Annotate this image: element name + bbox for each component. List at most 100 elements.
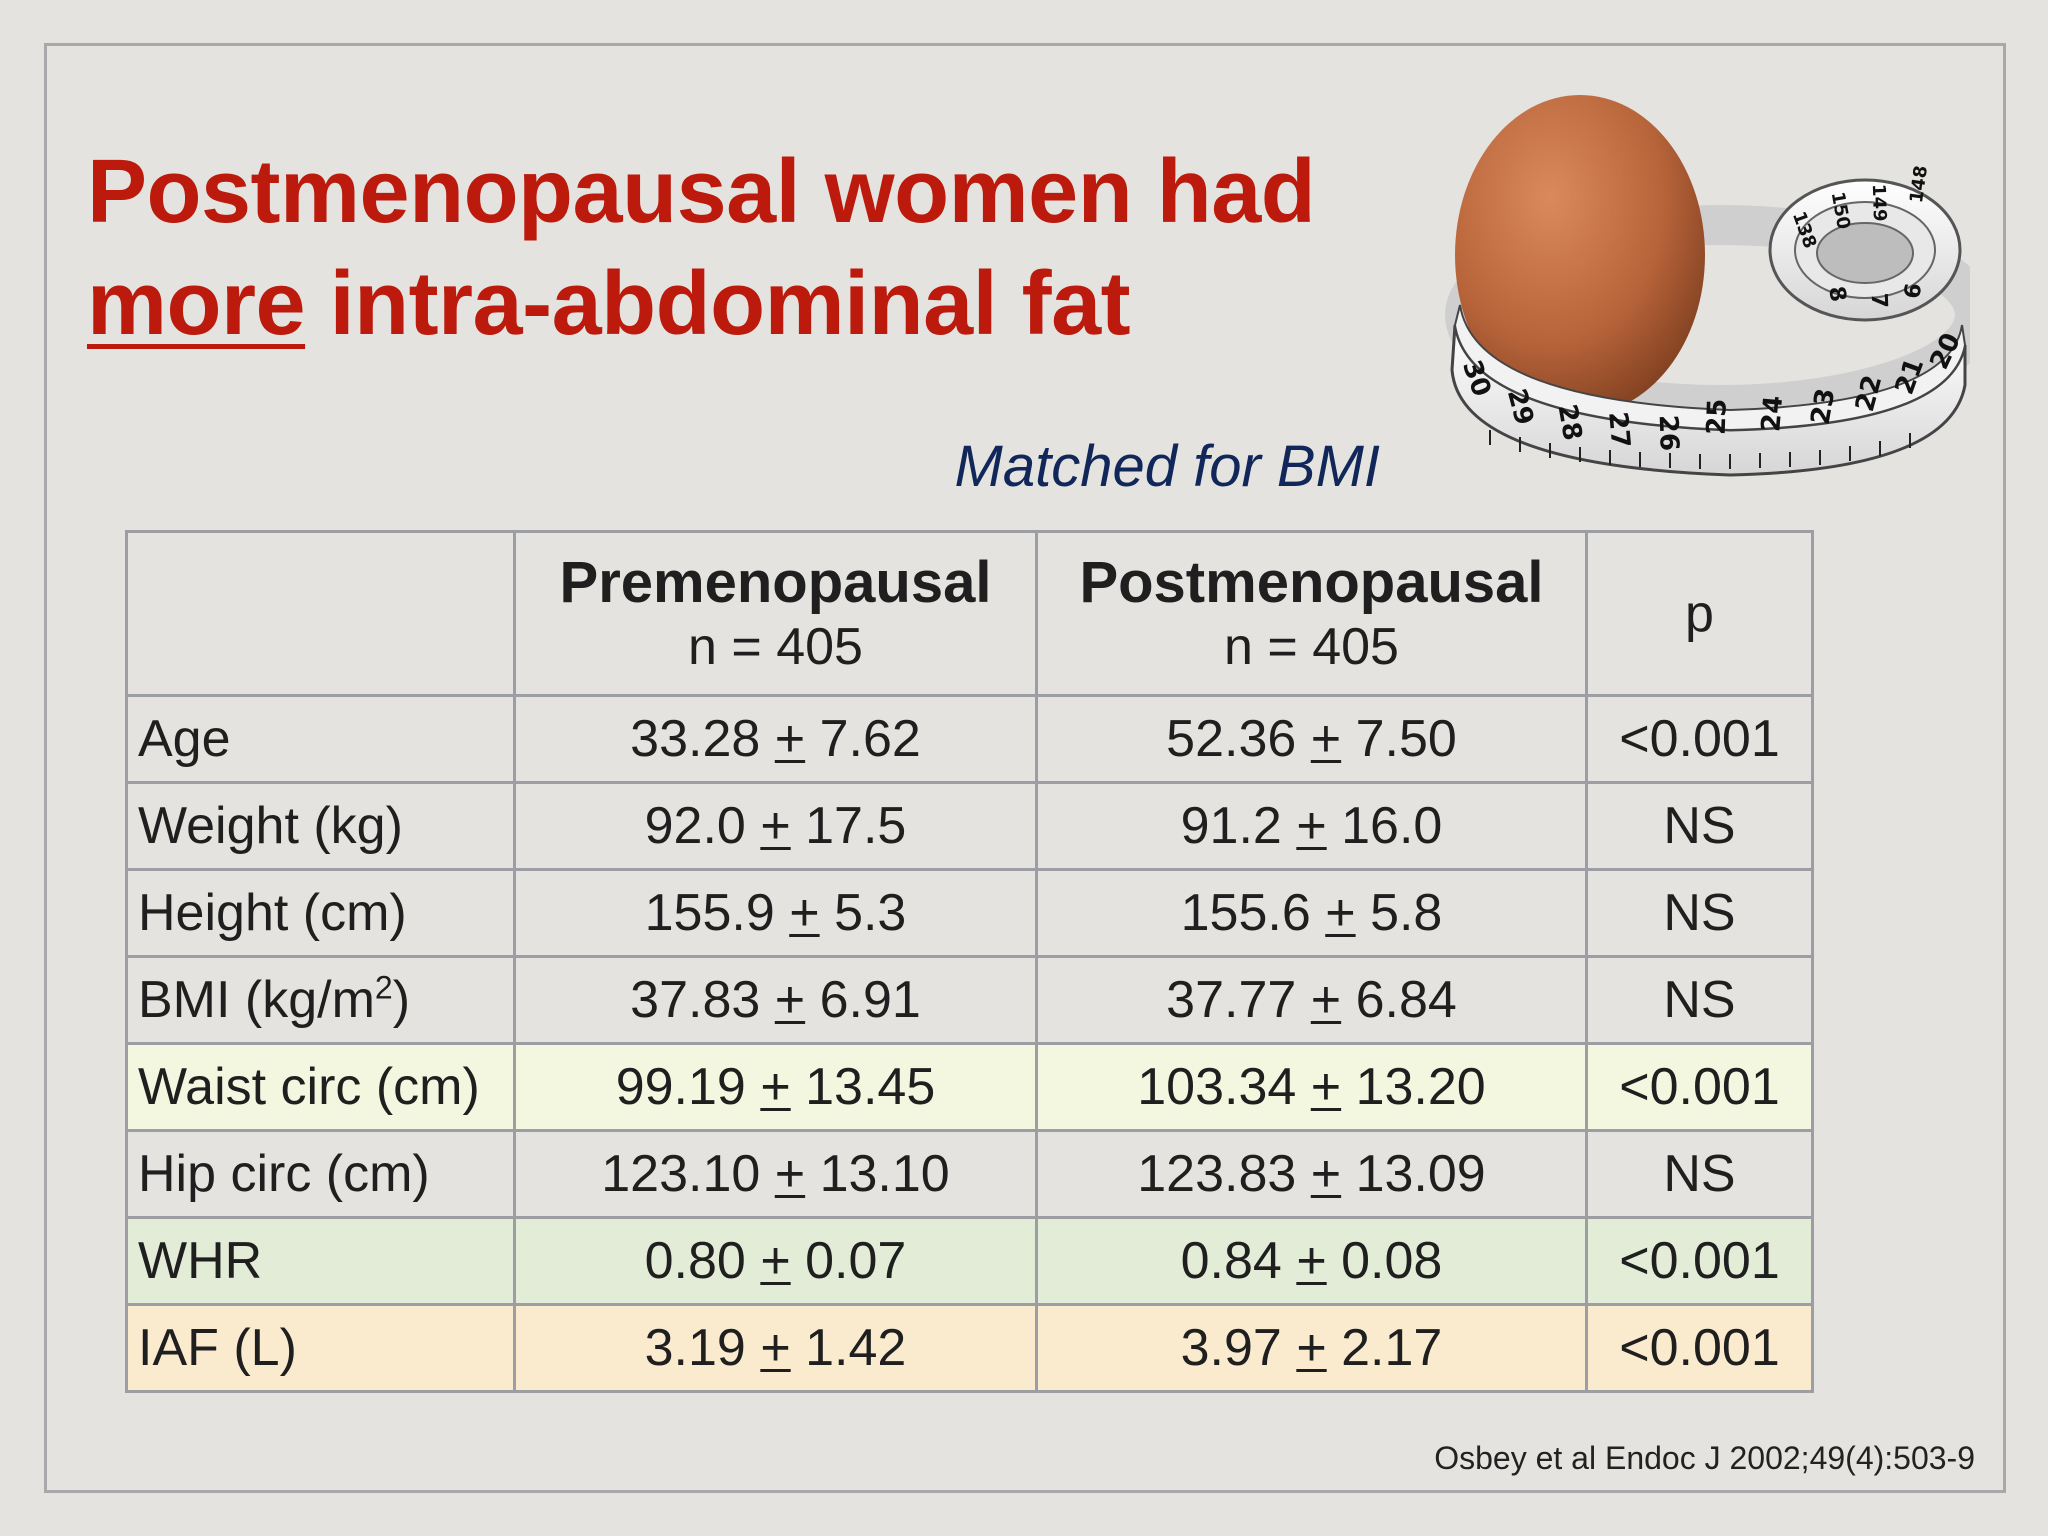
plus-minus-symbol: + [789, 884, 820, 942]
tape-number-26: 26 [1653, 414, 1684, 451]
title-line-1: Postmenopausal women had [87, 142, 1316, 242]
table-header-row: Premenopausal n = 405 Postmenopausal n =… [125, 530, 1814, 697]
premenopausal-value: 155.9 + 5.3 [513, 868, 1038, 958]
pre-mean: 99.19 [615, 1058, 746, 1116]
row-label: Weight (kg) [125, 781, 516, 871]
tape-number-148: 148 [1906, 164, 1932, 204]
row-label-text: Weight (kg) [138, 797, 403, 855]
postmenopausal-value: 3.97 + 2.17 [1035, 1303, 1588, 1393]
plus-minus-symbol: + [774, 971, 806, 1029]
post-sd: 0.08 [1341, 1232, 1443, 1290]
post-sd: 16.0 [1341, 797, 1443, 855]
row-label-text: Hip circ (cm) [138, 1145, 430, 1203]
header-p-value: p [1585, 530, 1814, 697]
row-label: Waist circ (cm) [125, 1042, 516, 1132]
tape-number-24: 24 [1756, 394, 1789, 433]
p-value: <0.001 [1585, 1303, 1814, 1393]
table-row: BMI (kg/m2) 37.83 + 6.91 37.77 + 6.84 NS [125, 955, 1814, 1045]
p-value: NS [1585, 955, 1814, 1045]
pre-mean: 3.19 [644, 1319, 746, 1377]
plus-minus-symbol: + [1310, 1058, 1342, 1116]
pre-sd: 0.07 [805, 1232, 907, 1290]
plus-minus-symbol: + [1296, 1232, 1327, 1290]
post-sd: 5.8 [1370, 884, 1443, 942]
postmenopausal-value: 123.83 + 13.09 [1035, 1129, 1588, 1219]
pre-mean: 92.0 [644, 797, 746, 855]
pre-mean: 155.9 [644, 884, 775, 942]
row-label-text: IAF (L) [138, 1319, 297, 1377]
plus-minus-symbol: + [1310, 710, 1342, 768]
tape-number-149: 149 [1868, 184, 1890, 222]
p-value: NS [1585, 1129, 1814, 1219]
pre-sd: 13.45 [805, 1058, 936, 1116]
p-value: <0.001 [1585, 1042, 1814, 1132]
table-row: Height (cm) 155.9 + 5.3 155.6 + 5.8 NS [125, 868, 1814, 958]
table-row: Age 33.28 + 7.62 52.36 + 7.50 <0.001 [125, 694, 1814, 784]
table-row: Waist circ (cm) 99.19 + 13.45 103.34 + 13.… [125, 1042, 1814, 1132]
plus-minus-symbol: + [1310, 1145, 1342, 1203]
plus-minus-symbol: + [1310, 971, 1342, 1029]
tape-number-6: 6 [1900, 282, 1927, 301]
tape-number-8: 8 [1823, 284, 1850, 303]
pre-sd: 13.10 [819, 1145, 950, 1203]
header-premenopausal: Premenopausal n = 405 [513, 530, 1038, 697]
egg-with-tape-measure-icon: 30 29 28 27 26 25 24 23 22 21 20 138 150… [1430, 75, 1995, 485]
plus-minus-symbol: + [1296, 1319, 1327, 1377]
row-label: Age [125, 694, 516, 784]
p-value: <0.001 [1585, 1216, 1814, 1306]
table-row: Hip circ (cm) 123.10 + 13.10 123.83 + 13.0… [125, 1129, 1814, 1219]
post-sd: 2.17 [1341, 1319, 1443, 1377]
post-mean: 123.83 [1137, 1145, 1297, 1203]
post-mean: 3.97 [1180, 1319, 1282, 1377]
post-sd: 13.20 [1355, 1058, 1486, 1116]
comparison-table: Premenopausal n = 405 Postmenopausal n =… [125, 530, 1814, 1393]
post-mean: 91.2 [1180, 797, 1282, 855]
plus-minus-symbol: + [760, 797, 791, 855]
row-label: WHR [125, 1216, 516, 1306]
premenopausal-value: 92.0 + 17.5 [513, 781, 1038, 871]
tape-number-23: 23 [1806, 386, 1842, 427]
p-value: NS [1585, 868, 1814, 958]
premenopausal-value: 3.19 + 1.42 [513, 1303, 1038, 1393]
tape-number-27: 27 [1602, 410, 1635, 449]
row-label: BMI (kg/m2) [125, 955, 516, 1045]
title-line-2-rest: intra-abdominal fat [305, 254, 1131, 354]
header-premenopausal-label: Premenopausal [559, 549, 992, 615]
pre-sd: 1.42 [805, 1319, 907, 1377]
postmenopausal-value: 52.36 + 7.50 [1035, 694, 1588, 784]
plus-minus-symbol: + [774, 710, 806, 768]
premenopausal-value: 0.80 + 0.07 [513, 1216, 1038, 1306]
subtitle-matched-for-bmi: Matched for BMI [954, 434, 1380, 499]
header-postmenopausal-label: Postmenopausal [1079, 549, 1544, 615]
row-label-text: BMI (kg/m [138, 971, 375, 1029]
tape-number-28: 28 [1551, 402, 1587, 443]
pre-mean: 37.83 [630, 971, 761, 1029]
premenopausal-value: 37.83 + 6.91 [513, 955, 1038, 1045]
plus-minus-symbol: + [760, 1319, 791, 1377]
header-postmenopausal: Postmenopausal n = 405 [1035, 530, 1588, 697]
postmenopausal-value: 37.77 + 6.84 [1035, 955, 1588, 1045]
header-postmenopausal-n: n = 405 [1224, 617, 1399, 676]
table-row: WHR 0.80 + 0.07 0.84 + 0.08 <0.001 [125, 1216, 1814, 1306]
pre-mean: 0.80 [644, 1232, 746, 1290]
post-mean: 155.6 [1180, 884, 1311, 942]
table-row: Weight (kg) 92.0 + 17.5 91.2 + 16.0 NS [125, 781, 1814, 871]
row-label: Hip circ (cm) [125, 1129, 516, 1219]
row-label-text: Waist circ (cm) [138, 1058, 480, 1116]
title-line-2: more intra-abdominal fat [87, 248, 1315, 360]
table-row: IAF (L) 3.19 + 1.42 3.97 + 2.17 <0.001 [125, 1303, 1814, 1393]
tape-number-25: 25 [1702, 398, 1733, 435]
post-sd: 6.84 [1355, 971, 1457, 1029]
pre-sd: 5.3 [834, 884, 907, 942]
row-label-text: WHR [138, 1232, 263, 1290]
postmenopausal-value: 91.2 + 16.0 [1035, 781, 1588, 871]
postmenopausal-value: 155.6 + 5.8 [1035, 868, 1588, 958]
citation: Osbey et al Endoc J 2002;49(4):503-9 [1434, 1440, 1975, 1476]
post-sd: 13.09 [1355, 1145, 1486, 1203]
plus-minus-symbol: + [1325, 884, 1356, 942]
post-sd: 7.50 [1355, 710, 1457, 768]
pre-mean: 33.28 [630, 710, 761, 768]
premenopausal-value: 99.19 + 13.45 [513, 1042, 1038, 1132]
header-empty-cell [125, 530, 516, 697]
title-emphasis: more [87, 254, 306, 354]
